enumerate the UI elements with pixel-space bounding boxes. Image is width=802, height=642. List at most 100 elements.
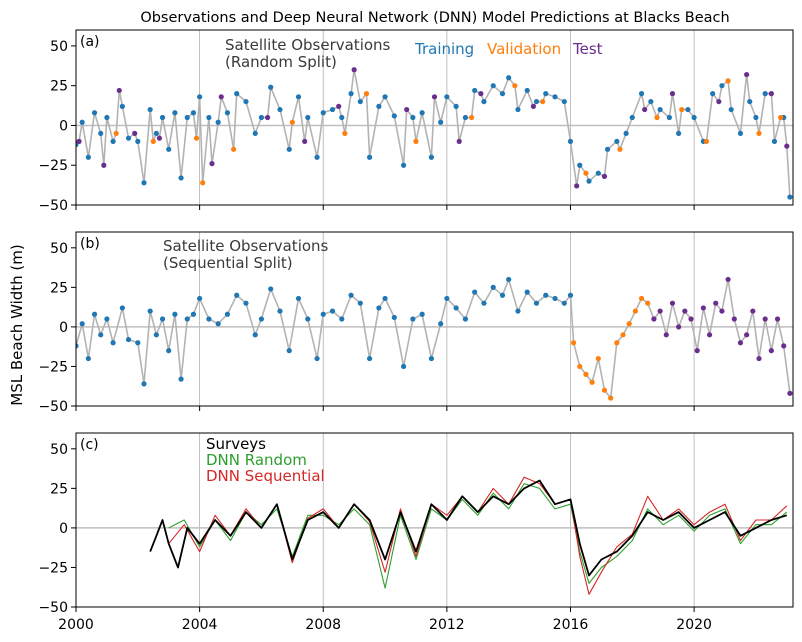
validation-point: [363, 91, 370, 97]
training-point: [382, 295, 388, 302]
training-point: [499, 292, 506, 298]
legend-training: Training: [414, 40, 474, 58]
training-point: [747, 98, 753, 105]
training-point: [490, 284, 496, 290]
training-point: [295, 94, 302, 100]
training-point: [685, 106, 691, 113]
training-point: [141, 180, 147, 186]
training-point: [438, 321, 444, 327]
training-point: [577, 162, 583, 168]
validation-point: [512, 83, 518, 89]
x-tick-label: 2000: [58, 617, 94, 633]
training-point: [234, 292, 240, 298]
y-tick-label: 50: [50, 241, 68, 257]
y-tick-label: −50: [38, 198, 68, 214]
test-point: [713, 300, 719, 306]
validation-point: [632, 308, 638, 314]
test-point: [574, 183, 580, 189]
training-point: [506, 276, 512, 283]
training-point: [339, 114, 345, 121]
plot-area: [76, 276, 793, 401]
training-point: [206, 316, 212, 322]
validation-point: [614, 340, 620, 346]
training-point: [728, 106, 734, 113]
chart-title: Observations and Deep Neural Network (DN…: [140, 10, 729, 26]
training-point: [224, 110, 231, 116]
panel-label: (b): [80, 236, 100, 252]
training-point: [110, 340, 116, 346]
training-point: [153, 332, 159, 338]
training-point: [348, 91, 354, 97]
training-point: [524, 87, 530, 94]
training-point: [366, 355, 373, 362]
training-point: [400, 162, 407, 168]
training-point: [98, 130, 104, 137]
training-point: [691, 114, 697, 121]
training-point: [243, 300, 249, 306]
test-point: [744, 332, 750, 338]
training-point: [453, 305, 459, 311]
x-tick-label: 2016: [553, 617, 589, 633]
validation-point: [200, 180, 206, 186]
training-point: [135, 340, 141, 346]
training-point: [153, 130, 159, 137]
training-point: [428, 154, 435, 160]
test-point: [700, 305, 706, 311]
annotation-line-1: Satellite Observations: [225, 36, 391, 54]
test-point: [676, 324, 682, 330]
training-point: [428, 355, 435, 362]
test-point: [781, 343, 787, 349]
training-point: [499, 91, 506, 97]
training-point: [141, 381, 147, 387]
training-point: [147, 106, 153, 113]
training-point: [190, 311, 197, 317]
training-point: [472, 289, 478, 295]
panel-a: −50 −25 0 25 50 (a) Satellite Observations(Ran…: [38, 29, 794, 214]
test-point: [101, 162, 107, 168]
validation-point: [577, 363, 583, 370]
training-point: [206, 114, 212, 121]
training-point: [85, 154, 91, 160]
training-point: [753, 114, 759, 121]
training-point: [277, 106, 283, 113]
training-point: [533, 98, 540, 105]
training-point: [320, 311, 326, 317]
panel-frame: [75, 432, 794, 608]
training-point: [268, 286, 274, 292]
training-point: [277, 308, 283, 314]
annotation-line-2: (Sequential Split): [163, 254, 293, 272]
training-point: [286, 146, 292, 152]
training-point: [666, 114, 672, 121]
x-tick-label: 2020: [676, 617, 712, 633]
validation-point: [654, 114, 660, 121]
test-point: [762, 316, 768, 322]
test-point: [116, 87, 122, 94]
training-point: [159, 114, 166, 121]
training-point: [515, 106, 521, 113]
training-point: [98, 332, 104, 338]
test-point: [682, 308, 688, 314]
test-point: [756, 355, 762, 362]
test-point: [478, 91, 484, 97]
training-point: [552, 94, 558, 100]
training-point: [438, 119, 444, 125]
test-point: [750, 308, 756, 314]
training-point: [771, 138, 778, 144]
validation-point: [193, 135, 200, 141]
training-point: [184, 316, 190, 322]
training-point: [357, 300, 363, 306]
training-point: [85, 355, 91, 362]
training-point: [147, 308, 153, 314]
test-point: [774, 316, 781, 322]
training-point: [462, 316, 469, 322]
training-point: [357, 98, 363, 105]
y-tick-label: 25: [50, 280, 68, 296]
training-point: [268, 84, 274, 90]
training-point: [552, 295, 558, 302]
x-tick-label: 2008: [305, 617, 341, 633]
training-point: [604, 146, 611, 152]
training-point: [178, 376, 184, 382]
training-point: [737, 130, 744, 137]
validation-point: [150, 138, 156, 144]
